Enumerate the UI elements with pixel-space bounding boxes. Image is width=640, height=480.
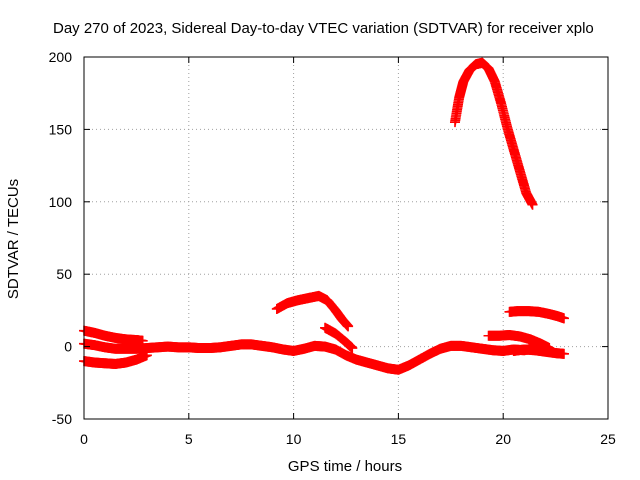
axes: 0 5 10 15 20 25 -50 0 50 100 150 200: [49, 49, 616, 447]
x-tick-label: 15: [391, 431, 407, 447]
x-tick-label: 5: [185, 431, 193, 447]
data-series: [271, 290, 354, 332]
data-point: [141, 350, 152, 361]
y-tick-label: 100: [49, 194, 73, 210]
y-tick-label: -50: [52, 411, 72, 427]
x-tick-label: 10: [286, 431, 302, 447]
x-axis-label: GPS time / hours: [288, 458, 402, 475]
data-series: [449, 57, 538, 210]
data-points: [79, 57, 569, 375]
data-point: [343, 321, 354, 332]
data-series: [504, 306, 569, 324]
data-point: [558, 313, 569, 324]
x-tick-label: 25: [600, 431, 616, 447]
data-point: [347, 343, 358, 354]
chart-title: Day 270 of 2023, Sidereal Day-to-day VTE…: [53, 20, 594, 37]
data-series: [320, 322, 358, 354]
data-point: [558, 348, 569, 359]
y-axis-label: SDTVAR / TECUs: [5, 179, 22, 299]
y-tick-label: 50: [56, 266, 72, 282]
x-tick-label: 20: [495, 431, 511, 447]
y-tick-label: 200: [49, 49, 73, 65]
data-point: [527, 199, 538, 210]
grid: [84, 57, 608, 419]
data-series: [508, 344, 569, 359]
data-series: [79, 350, 152, 369]
plot-frame: [83, 56, 609, 420]
y-tick-label: 150: [49, 121, 73, 137]
data-series: [79, 325, 148, 346]
x-tick-label: 0: [80, 431, 88, 447]
y-tick-label: 0: [64, 339, 72, 355]
